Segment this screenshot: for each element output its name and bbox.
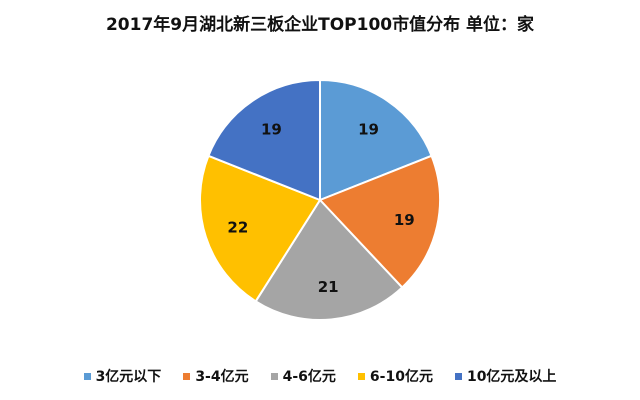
legend-item-1: 3亿元以下 <box>83 366 162 386</box>
legend-swatch-5 <box>454 372 462 380</box>
legend-swatch-3 <box>270 372 278 380</box>
pie-data-labels: 19 19 21 22 19 <box>227 121 414 296</box>
pie-slice-3 <box>254 198 404 321</box>
pie-data-label-4: 22 <box>227 219 248 237</box>
pie-slice-2 <box>318 154 441 289</box>
pie-slice-1 <box>319 78 433 202</box>
pie-slices <box>199 78 441 321</box>
legend-label-3: 4-6亿元 <box>282 369 336 385</box>
legend-label-2: 3-4亿元 <box>195 369 249 385</box>
legend-label-1: 3亿元以下 <box>95 369 162 385</box>
pie-slice-4 <box>199 154 322 303</box>
legend-swatch-2 <box>183 372 191 380</box>
legend-swatch-4 <box>357 372 365 380</box>
legend-label-4: 6-10亿元 <box>369 369 433 385</box>
chart-title: 2017年9月湖北新三板企业TOP100市值分布 单位：家 <box>105 15 535 35</box>
legend-label-5: 10亿元及以上 <box>466 369 557 385</box>
pie-data-label-1: 19 <box>358 121 379 139</box>
legend-swatch-1 <box>83 372 91 380</box>
legend-item-2: 3-4亿元 <box>183 366 249 386</box>
pie-data-label-2: 19 <box>394 211 415 229</box>
chart-legend: 3亿元以下 3-4亿元 4-6亿元 6-10亿元 10亿元及以上 <box>0 366 640 386</box>
legend-item-3: 4-6亿元 <box>270 366 336 386</box>
pie-data-label-5: 19 <box>261 121 282 139</box>
pie-data-label-3: 21 <box>318 278 339 296</box>
legend-item-5: 10亿元及以上 <box>454 366 557 386</box>
legend-item-4: 6-10亿元 <box>357 366 433 386</box>
pie-slice-5 <box>207 78 321 202</box>
